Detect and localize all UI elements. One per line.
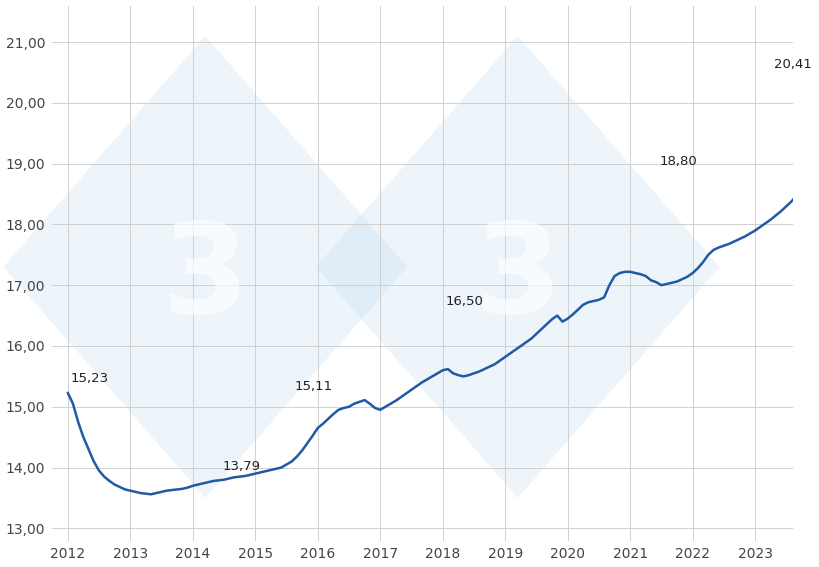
Text: 15,11: 15,11 xyxy=(294,380,333,393)
Polygon shape xyxy=(315,36,718,498)
Text: 13,79: 13,79 xyxy=(222,460,260,473)
Text: 3: 3 xyxy=(473,218,560,339)
Text: 16,50: 16,50 xyxy=(446,295,483,308)
Text: 20,41: 20,41 xyxy=(773,58,811,71)
Text: 3: 3 xyxy=(161,218,248,339)
Polygon shape xyxy=(3,36,406,498)
Text: 18,80: 18,80 xyxy=(658,155,696,168)
Text: 15,23: 15,23 xyxy=(70,373,109,386)
